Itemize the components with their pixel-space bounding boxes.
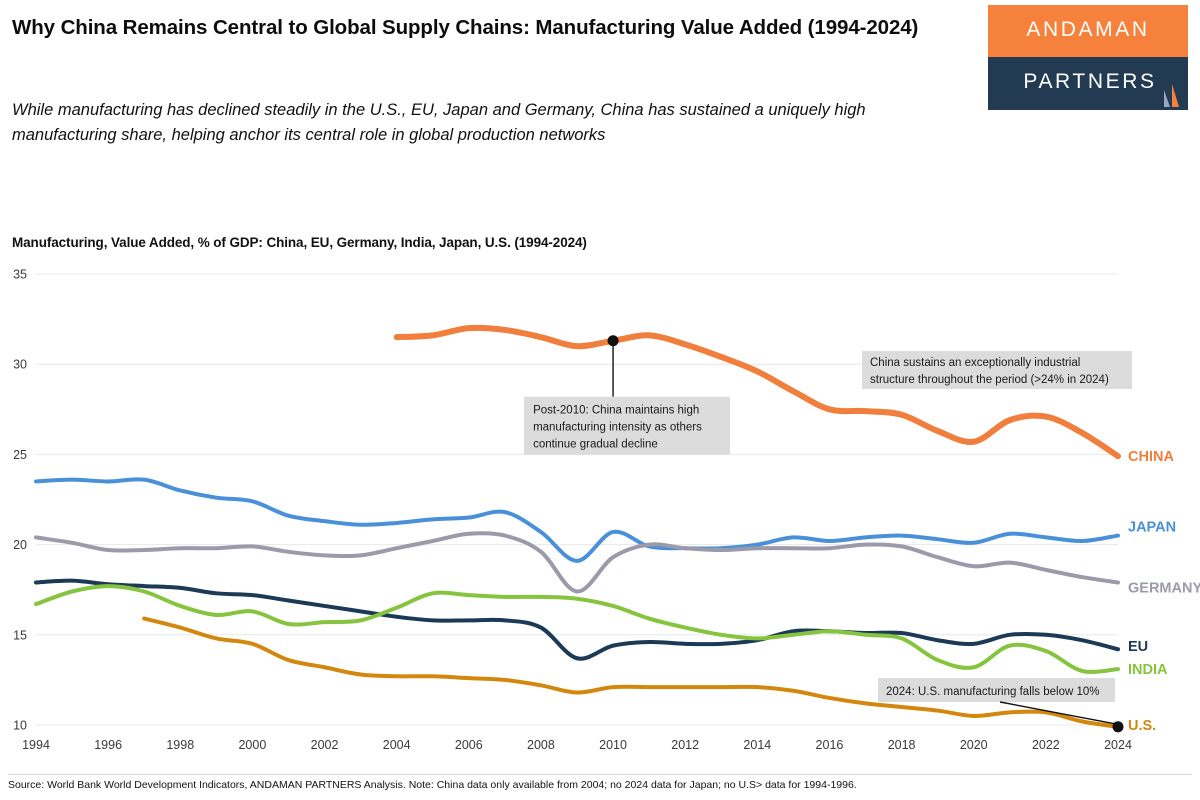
series-label-germany: GERMANY — [1128, 580, 1200, 596]
y-axis-tick-label: 20 — [13, 538, 27, 552]
line-chart: 10 15 20 25 30 35 1994 1996 1998 2000 2002 2004 2006… — [13, 268, 1200, 753]
chart-title: Manufacturing, Value Added, % of GDP: Ch… — [12, 235, 587, 250]
annotation-text-line: Post-2010: China maintains high — [533, 405, 699, 417]
series-line-us — [142, 616, 1120, 729]
chart-plot-area: 10 15 20 25 30 35 1994 1996 1998 2000 2002 2004 2006… — [0, 255, 1200, 775]
x-axis-tick-label: 2010 — [599, 738, 627, 752]
source-note: Source: World Bank World Development Ind… — [8, 779, 857, 791]
annotation-text-line: manufacturing intensity as others — [533, 422, 702, 434]
y-axis-tick-label: 30 — [13, 358, 27, 372]
y-axis-tick-label: 25 — [13, 448, 27, 462]
logo-andaman-text: ANDAMAN — [1026, 18, 1150, 41]
y-axis-tick-label: 10 — [13, 719, 27, 733]
x-axis-tick-label: 2008 — [527, 738, 555, 752]
x-axis-tick-label: 2024 — [1104, 738, 1132, 752]
annotation-text-line: 2024: U.S. manufacturing falls below 10% — [886, 686, 1100, 698]
annotation-box-1 — [524, 396, 731, 455]
annotation-text-line: continue gradual decline — [533, 439, 658, 451]
x-axis-tick-label: 2000 — [238, 738, 266, 752]
annotation-box-3 — [878, 678, 1115, 702]
annotation-text-line: structure throughout the period (>24% in… — [870, 374, 1109, 386]
series-label-japan: JAPAN — [1128, 520, 1176, 536]
series-line-japan — [34, 477, 1120, 563]
annotation-text-line: China sustains an exceptionally industri… — [870, 357, 1080, 369]
logo-partners-text: PARTNERS — [1023, 70, 1157, 93]
x-axis-tick-label: 2002 — [311, 738, 339, 752]
series-line-india — [34, 584, 1120, 674]
annotation-marker-3 — [1112, 721, 1124, 733]
page-title: Why China Remains Central to Global Supp… — [12, 16, 919, 39]
x-axis-tick-label: 1994 — [22, 738, 50, 752]
x-axis-tick-label: 1998 — [166, 738, 194, 752]
series-label-india: INDIA — [1128, 662, 1168, 678]
series-label-china: CHINA — [1128, 449, 1174, 465]
annotation-box-2 — [862, 351, 1132, 389]
logo-bottom-band: PARTNERS — [988, 57, 1188, 110]
x-axis-tick-label: 2012 — [671, 738, 699, 752]
logo-top-band: ANDAMAN — [988, 5, 1188, 57]
y-axis-tick-label: 15 — [13, 628, 27, 642]
y-axis-tick-label: 35 — [13, 268, 27, 282]
series-line-eu — [34, 578, 1120, 661]
footer-divider — [8, 774, 1192, 775]
x-axis-tick-label: 2006 — [455, 738, 483, 752]
x-axis-tick-label: 1996 — [94, 738, 122, 752]
x-axis-tick-label: 2018 — [888, 738, 916, 752]
x-axis-tick-label: 2016 — [816, 738, 844, 752]
x-axis-tick-label: 2020 — [960, 738, 988, 752]
andaman-partners-logo: ANDAMAN PARTNERS — [988, 5, 1188, 110]
series-label-eu: EU — [1128, 639, 1148, 655]
series-line-china — [393, 324, 1121, 460]
x-axis-tick-label: 2014 — [743, 738, 771, 752]
logo-triangle-mark — [1164, 84, 1179, 107]
x-axis-tick-label: 2022 — [1032, 738, 1060, 752]
annotation-marker-1 — [607, 335, 619, 347]
series-label-us: U.S. — [1128, 718, 1156, 734]
annotation-leader-line-3 — [999, 701, 1116, 725]
series-line-germany — [34, 531, 1120, 594]
x-axis-tick-label: 2004 — [383, 738, 411, 752]
page-subtitle: While manufacturing has declined steadil… — [12, 101, 866, 145]
